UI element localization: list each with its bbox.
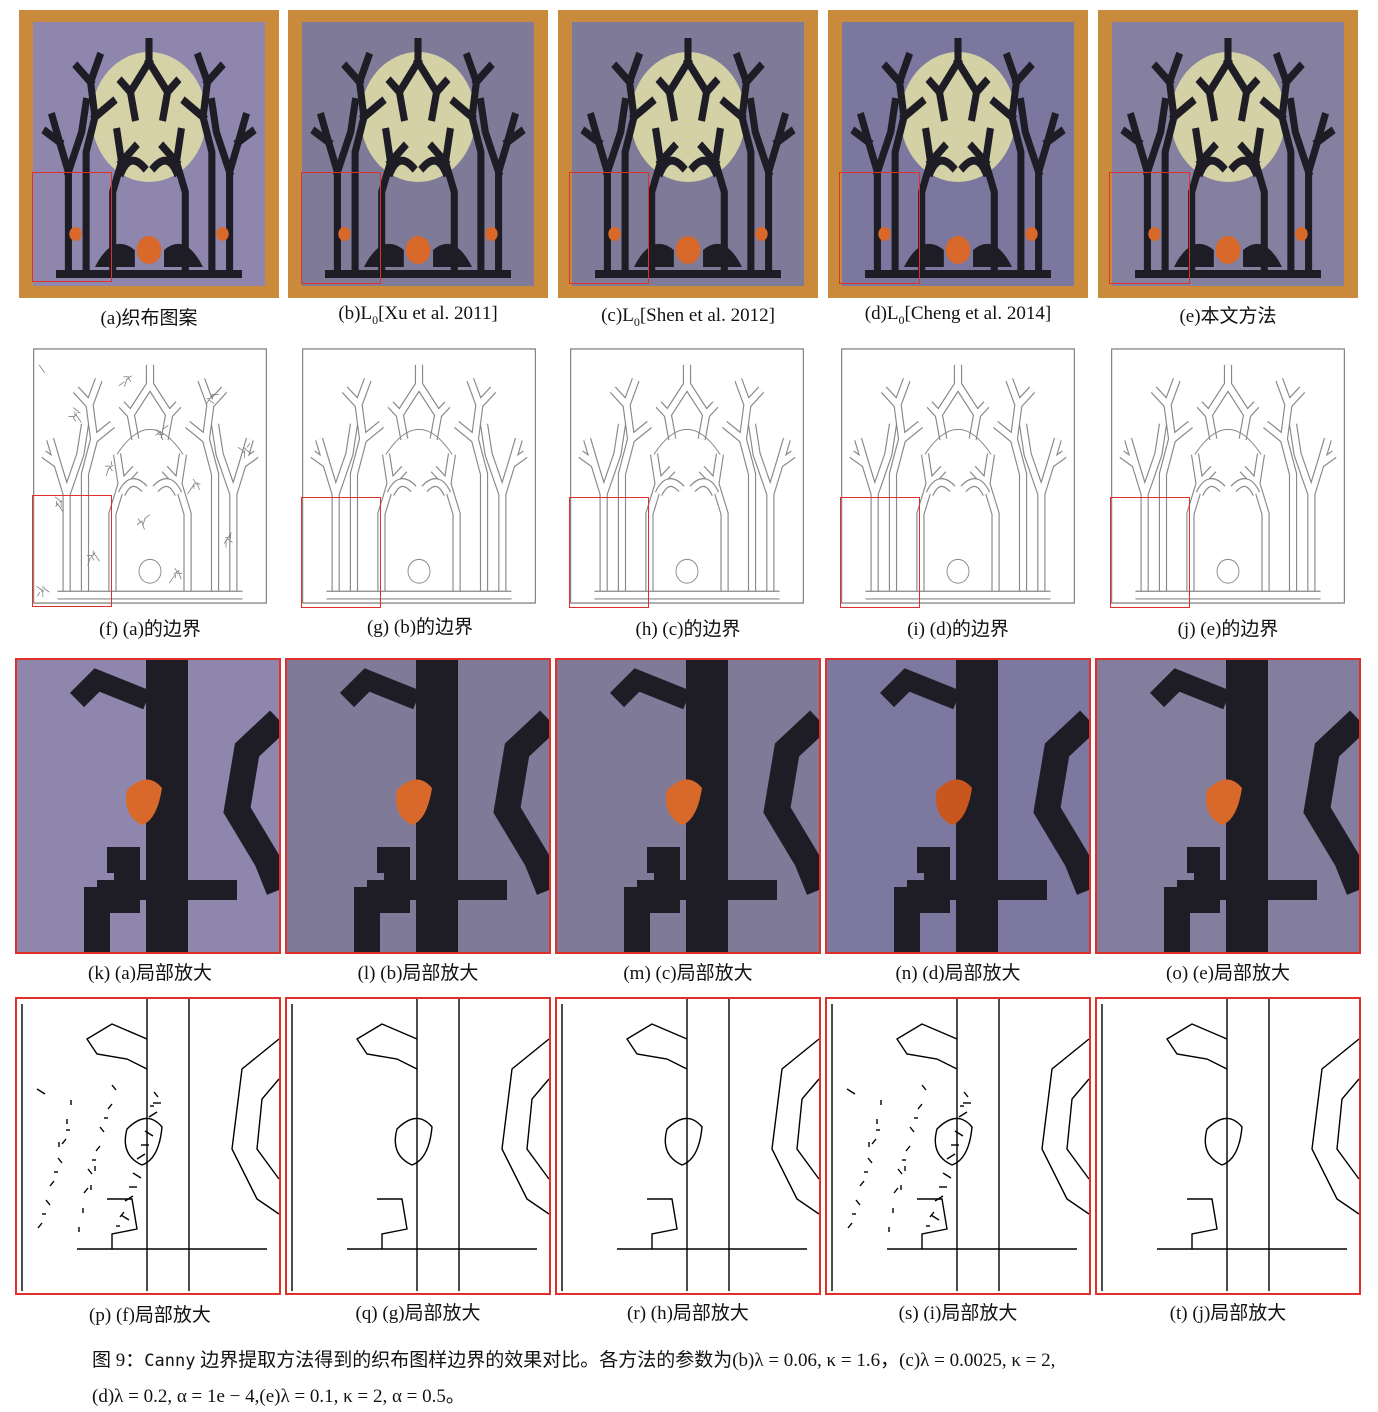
image-e-proposed-method	[1098, 10, 1358, 298]
edge-map-j	[1108, 345, 1348, 608]
highlight-box-c	[569, 172, 649, 284]
highlight-box-b	[301, 172, 381, 284]
caption-p: (p) (f)局部放大	[89, 1305, 211, 1326]
image-b-xu-2011	[288, 10, 548, 298]
scene-d	[842, 22, 1074, 286]
zoom-n	[825, 658, 1091, 954]
edge-drawing-f	[30, 345, 270, 607]
zoom-q	[285, 997, 551, 1295]
caption-o: (o) (e)局部放大	[1166, 963, 1290, 984]
image-d-cheng-2014	[828, 10, 1088, 298]
highlight-box-d	[839, 172, 920, 284]
zoom-scene-o	[1097, 660, 1359, 952]
figure-caption-line2: (d)λ = 0.2, α = 1e − 4,(e)λ = 0.1, κ = 2…	[92, 1386, 465, 1407]
caption-e: (e)本文方法	[1179, 306, 1277, 327]
zoom-edge-p	[17, 999, 279, 1293]
zoom-scene-n	[827, 660, 1089, 952]
scene-c	[572, 22, 804, 286]
zoom-r	[555, 997, 821, 1295]
highlight-box-f	[32, 495, 112, 607]
zoom-k	[15, 658, 281, 954]
caption-q: (q) (g)局部放大	[355, 1303, 481, 1324]
edge-map-h	[567, 345, 807, 608]
figure-caption-line1: 图 9：Canny 边界提取方法得到的织布图样边界的效果对比。各方法的参数为(b…	[92, 1345, 1055, 1372]
highlight-box-i	[840, 497, 920, 608]
zoom-l	[285, 658, 551, 954]
caption-j: (j) (e)的边界	[1177, 619, 1279, 640]
zoom-t	[1095, 997, 1361, 1295]
caption-f: (f) (a)的边界	[99, 619, 201, 640]
zoom-scene-k	[17, 660, 279, 952]
caption-text: 边界提取方法得到的织布图样边界的效果对比。各方法的参数为(b)λ = 0.06,…	[195, 1350, 1056, 1371]
edge-drawing-j	[1108, 345, 1348, 607]
caption-l: (l) (b)局部放大	[357, 963, 479, 984]
caption-c: (c)L0[Shen et al. 2012]	[601, 305, 775, 329]
highlight-box-e	[1109, 172, 1190, 284]
image-c-shen-2012	[558, 10, 818, 298]
scene-e	[1112, 22, 1344, 286]
zoom-edge-s	[827, 999, 1089, 1293]
zoom-edge-r	[557, 999, 819, 1293]
caption-a: (a)织布图案	[100, 308, 198, 329]
image-a-fabric-pattern	[19, 10, 279, 298]
caption-k: (k) (a)局部放大	[88, 963, 212, 984]
caption-s: (s) (i)局部放大	[898, 1303, 1018, 1324]
edge-map-i	[838, 345, 1078, 608]
caption-g: (g) (b)的边界	[366, 617, 474, 638]
zoom-edge-t	[1097, 999, 1359, 1293]
edge-map-f	[30, 345, 270, 607]
scene-b	[302, 22, 534, 286]
zoom-m	[555, 658, 821, 954]
canny-term: Canny	[144, 1351, 196, 1371]
highlight-box-h	[569, 497, 649, 608]
highlight-box-g	[301, 497, 381, 608]
zoom-o	[1095, 658, 1361, 954]
figure-label: 图 9：	[92, 1350, 145, 1371]
caption-d: (d)L0[Cheng et al. 2014]	[864, 303, 1052, 327]
zoom-s	[825, 997, 1091, 1295]
zoom-scene-l	[287, 660, 549, 952]
zoom-scene-m	[557, 660, 819, 952]
zoom-edge-q	[287, 999, 549, 1293]
edge-drawing-g	[299, 345, 539, 607]
caption-n: (n) (d)局部放大	[895, 963, 1021, 984]
edge-drawing-h	[567, 345, 807, 607]
zoom-p	[15, 997, 281, 1295]
caption-i: (i) (d)的边界	[907, 619, 1009, 640]
edge-drawing-i	[838, 345, 1078, 607]
edge-map-g	[299, 345, 539, 608]
caption-b: (b)L0[Xu et al. 2011]	[338, 303, 498, 327]
caption-h: (h) (c)的边界	[635, 619, 741, 640]
highlight-box-j	[1110, 497, 1190, 608]
caption-t: (t) (j)局部放大	[1169, 1303, 1287, 1324]
scene-a	[33, 22, 265, 286]
caption-r: (r) (h)局部放大	[627, 1303, 749, 1324]
highlight-box-a	[32, 172, 112, 282]
caption-m: (m) (c)局部放大	[623, 963, 753, 984]
